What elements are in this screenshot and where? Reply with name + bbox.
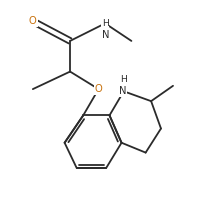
Text: N: N [119, 86, 126, 96]
Text: N: N [102, 30, 109, 40]
Text: O: O [95, 84, 102, 94]
Text: H: H [102, 19, 109, 28]
Text: H: H [120, 75, 127, 84]
Text: O: O [29, 16, 37, 26]
